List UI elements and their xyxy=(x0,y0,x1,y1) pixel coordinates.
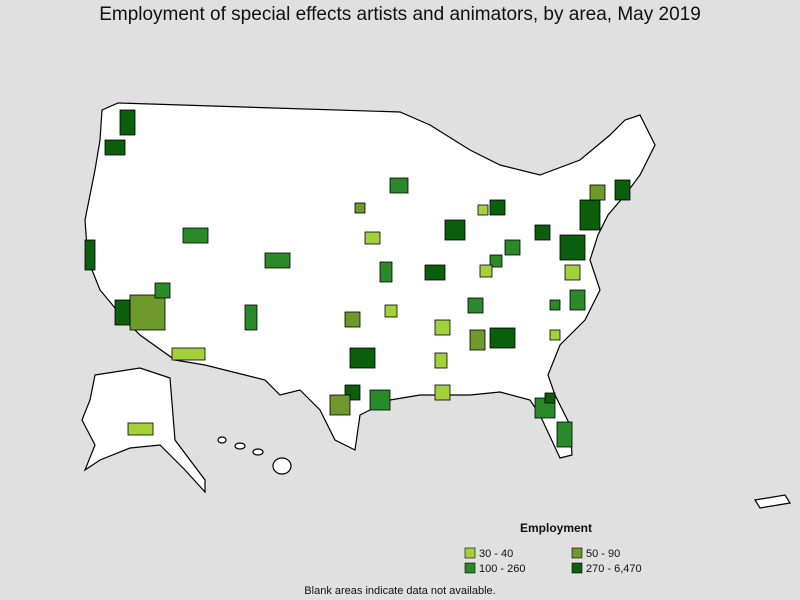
shaded-area xyxy=(434,384,451,401)
shaded-area xyxy=(344,311,361,328)
shaded-area xyxy=(534,224,551,241)
shaded-area xyxy=(369,389,391,411)
shaded-area xyxy=(384,304,398,318)
shaded-area xyxy=(549,299,561,311)
legend-label: 270 - 6,470 xyxy=(586,563,642,575)
shaded-area xyxy=(489,199,506,216)
legend-swatch xyxy=(571,562,583,574)
shaded-area xyxy=(114,299,131,326)
shaded-area xyxy=(589,184,606,201)
shaded-area xyxy=(614,179,631,201)
shaded-area xyxy=(129,294,166,331)
footnote: Blank areas indicate data not available. xyxy=(304,585,495,597)
title: Employment of special effects artists an… xyxy=(99,4,701,25)
legend-label: 100 - 260 xyxy=(479,563,525,575)
shaded-area xyxy=(119,109,136,136)
shaded-area xyxy=(127,422,154,436)
shaded-area xyxy=(489,327,516,349)
shaded-area xyxy=(182,227,209,244)
shaded-area xyxy=(154,282,171,299)
shaded-area xyxy=(264,252,291,269)
shaded-area xyxy=(354,202,366,214)
shaded-area xyxy=(84,239,96,271)
shaded-area xyxy=(244,304,258,331)
map xyxy=(81,102,791,509)
shaded-area xyxy=(556,421,573,448)
shaded-area xyxy=(329,394,351,416)
shaded-area xyxy=(444,219,466,241)
legend-swatch xyxy=(571,547,583,559)
shaded-area xyxy=(364,231,381,245)
legend-label: 30 - 40 xyxy=(479,548,513,560)
shaded-area xyxy=(544,392,556,404)
shaded-area xyxy=(469,329,486,351)
shaded-area xyxy=(477,204,489,216)
shaded-area xyxy=(569,289,586,311)
shaded-area xyxy=(559,234,586,261)
shaded-area xyxy=(579,199,601,231)
shaded-area xyxy=(349,347,376,369)
shaded-area xyxy=(424,264,446,281)
legend-label: 50 - 90 xyxy=(586,548,620,560)
shaded-area xyxy=(171,347,206,361)
shaded-area xyxy=(434,352,448,369)
legend-swatch xyxy=(464,562,476,574)
shaded-area xyxy=(104,139,126,156)
shaded-area xyxy=(549,329,561,341)
shaded-area xyxy=(467,297,484,314)
shaded-area xyxy=(504,239,521,256)
legend-swatch xyxy=(464,547,476,559)
shaded-area xyxy=(479,264,493,278)
shaded-area xyxy=(379,261,393,283)
shaded-area xyxy=(434,319,451,336)
shaded-area xyxy=(389,177,409,194)
legend-title: Employment xyxy=(520,521,592,535)
puerto-rico xyxy=(754,494,791,509)
hawaii xyxy=(217,436,292,475)
legend: 30 - 40 50 - 90 100 - 260 270 - 6,470 xyxy=(464,547,642,575)
shaded-area xyxy=(564,264,581,281)
shaded-area xyxy=(489,254,503,268)
